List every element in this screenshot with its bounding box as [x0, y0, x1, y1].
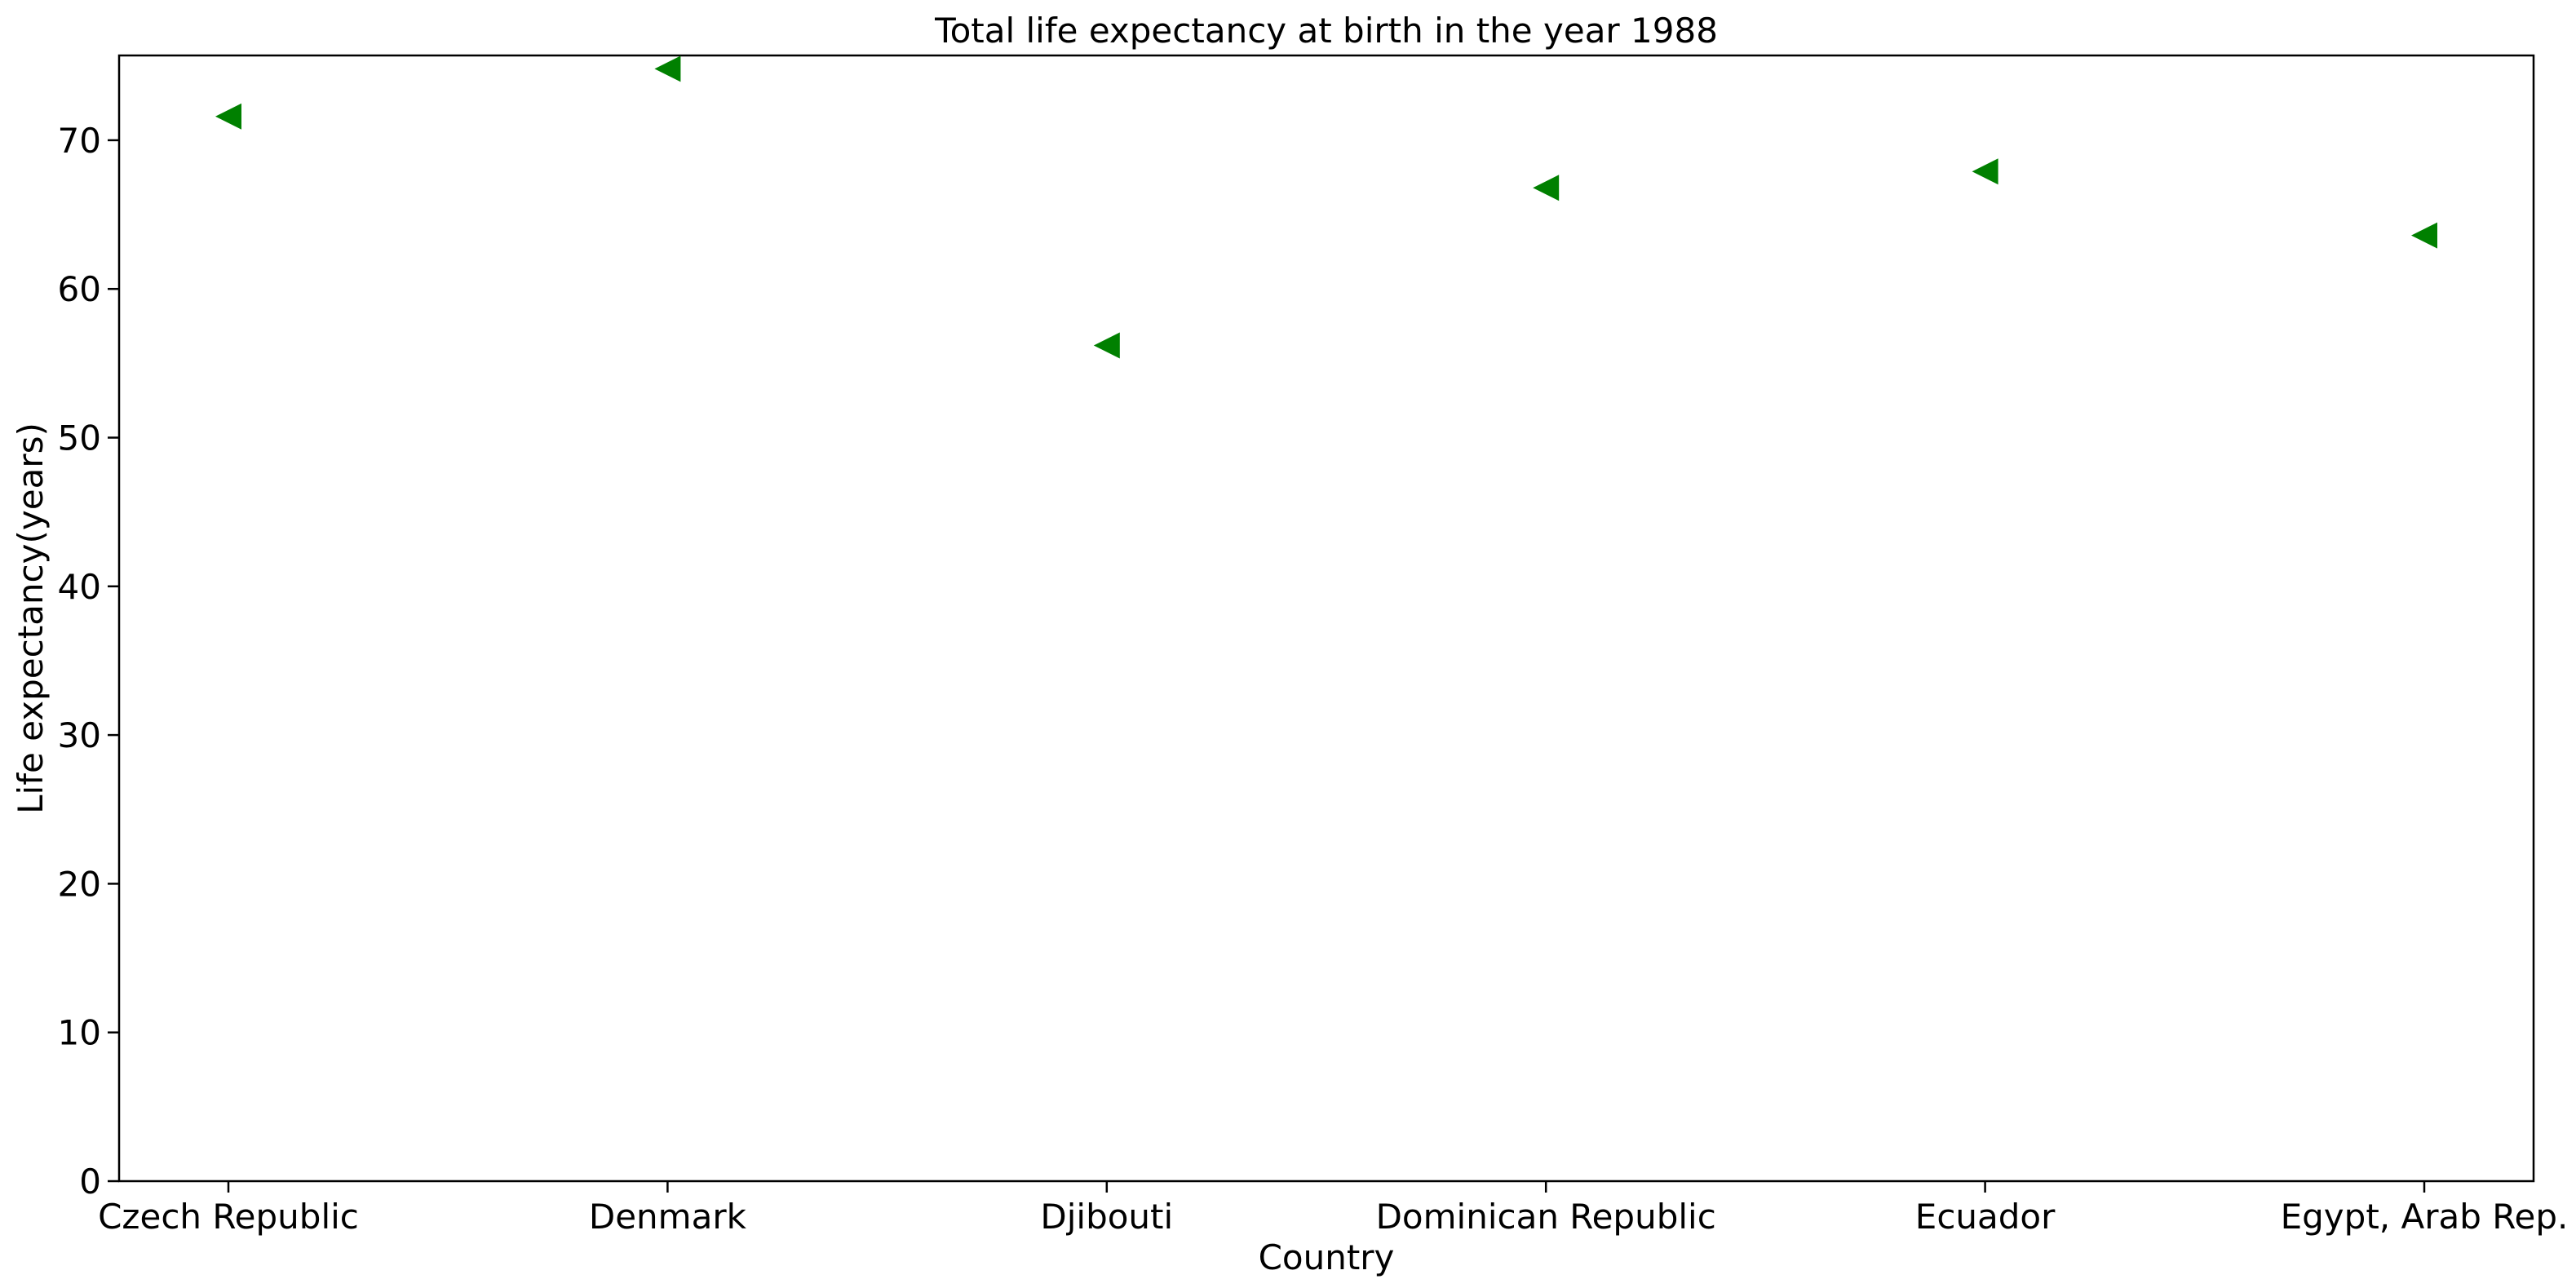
- y-tick-label: 70: [58, 121, 101, 161]
- y-axis: 0 10 20 30 40 50 60 70: [58, 121, 119, 1202]
- x-tick-label: Egypt, Arab Rep.: [2281, 1197, 2569, 1237]
- x-tick-label: Ecuador: [1915, 1197, 2056, 1237]
- data-point: [215, 103, 241, 130]
- x-tick-label: Dominican Republic: [1376, 1197, 1716, 1237]
- plot-area: [117, 54, 2535, 1183]
- y-tick-label: 0: [79, 1162, 101, 1202]
- chart-title: Total life expectancy at birth in the ye…: [934, 11, 1718, 51]
- y-tick-label: 10: [58, 1013, 101, 1053]
- y-tick-label: 20: [58, 864, 101, 904]
- x-tick-label: Djibouti: [1040, 1197, 1173, 1237]
- y-tick-label: 50: [58, 418, 101, 458]
- x-axis: Czech Republic Denmark Djibouti Dominican R…: [98, 1181, 2568, 1237]
- data-point: [1972, 158, 1998, 185]
- data-points: [215, 55, 2437, 359]
- data-point: [1533, 175, 1560, 201]
- x-axis-label: Country: [1259, 1237, 1395, 1277]
- y-axis-label: Life expectancy(years): [11, 423, 51, 814]
- y-tick-label: 30: [58, 715, 101, 755]
- data-point: [2411, 222, 2437, 249]
- x-tick-label: Denmark: [589, 1197, 747, 1237]
- data-point: [654, 55, 681, 82]
- y-tick-label: 40: [58, 567, 101, 607]
- x-tick-label: Czech Republic: [98, 1197, 359, 1237]
- y-tick-label: 60: [58, 269, 101, 309]
- data-point: [1093, 332, 1120, 359]
